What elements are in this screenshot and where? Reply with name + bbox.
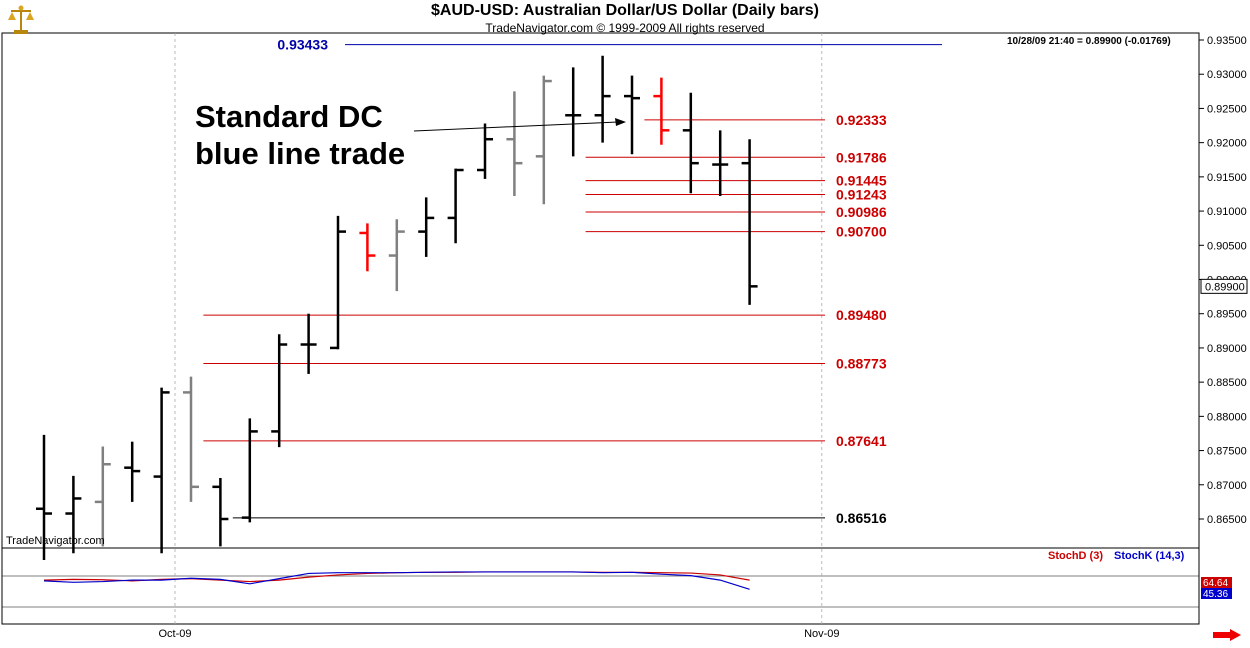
level-label: 0.90986 (836, 204, 887, 220)
y-tick-label: 0.93000 (1207, 69, 1247, 81)
stoch-d-value: 64.64 (1203, 578, 1228, 589)
ohlc-bar (682, 92, 699, 194)
ohlc-bar (741, 139, 758, 305)
annotation-text: Standard DC blue line trade (195, 98, 405, 172)
annotation-line-2: blue line trade (195, 136, 406, 171)
stoch-d-value-box (1201, 577, 1232, 588)
y-tick-label: 0.87500 (1207, 446, 1247, 458)
scales-logo-icon (6, 4, 36, 36)
price-status-readout: 10/28/09 21:40 = 0.89900 (-0.01769) (1007, 36, 1171, 47)
level-label: 0.91786 (836, 149, 887, 165)
y-tick-label: 0.91500 (1207, 172, 1247, 184)
y-tick-label: 0.92500 (1207, 103, 1247, 115)
ohlc-bar (94, 446, 111, 547)
ohlc-bar (36, 434, 52, 561)
ohlc-bar (124, 441, 141, 502)
annotation-arrow-head (615, 118, 626, 126)
y-tick-label: 0.88000 (1207, 411, 1247, 423)
blue-level-label: 0.93433 (277, 37, 328, 53)
y-tick-label: 0.87000 (1207, 480, 1247, 492)
right-arrow-icon[interactable] (1212, 628, 1242, 641)
ohlc-bar (535, 75, 552, 205)
y-tick-label: 0.89500 (1207, 309, 1247, 321)
ohlc-bar (153, 387, 170, 554)
y-tick-label: 0.90500 (1207, 240, 1247, 252)
ohlc-bar (212, 477, 229, 547)
date-tick-label: Oct-09 (158, 628, 191, 640)
y-tick-label: 0.93500 (1207, 35, 1247, 47)
y-tick-label: 0.89000 (1207, 343, 1247, 355)
ohlc-bar (506, 91, 523, 197)
ohlc-bar (65, 475, 82, 554)
last-price-label: 0.89900 (1205, 281, 1245, 293)
stoch-k-line (43, 571, 750, 590)
stoch-k-value-box (1201, 588, 1232, 599)
ohlc-bar (359, 223, 376, 272)
y-tick-label: 0.88500 (1207, 377, 1247, 389)
level-label: 0.90700 (836, 224, 887, 240)
ohlc-bar (271, 334, 288, 448)
ohlc-bar (447, 168, 464, 244)
chart-title: $AUD-USD: Australian Dollar/US Dollar (D… (431, 2, 819, 19)
y-tick-label: 0.91000 (1207, 206, 1247, 218)
ohlc-bar (388, 219, 405, 292)
level-label: 0.88773 (836, 355, 887, 371)
level-label: 0.86516 (836, 510, 887, 526)
legend-stoch-k: StochK (14,3) (1114, 550, 1185, 562)
ohlc-bar (418, 197, 435, 257)
y-tick-label: 0.92000 (1207, 138, 1247, 150)
ohlc-bar (183, 376, 199, 502)
date-tick-label: Nov-09 (804, 628, 839, 640)
ohlc-bar (624, 75, 640, 155)
annotation-line-1: Standard DC (195, 99, 383, 134)
ohlc-bar (300, 313, 317, 374)
ohlc-bar (241, 418, 258, 523)
ohlc-bar (594, 55, 611, 143)
level-label: 0.89480 (836, 307, 887, 323)
legend-stoch-d: StochD (3) (1048, 550, 1103, 562)
chart-subtitle: TradeNavigator.com © 1999-2009 All right… (485, 21, 765, 35)
ohlc-bar (712, 130, 729, 197)
level-label: 0.91243 (836, 186, 887, 202)
watermark-text: TradeNavigator.com (6, 535, 105, 547)
y-tick-label: 0.86500 (1207, 514, 1247, 526)
last-price-box (1200, 278, 1248, 294)
ohlc-bar (330, 215, 346, 350)
ohlc-bar (565, 67, 582, 157)
ohlc-bar (653, 77, 670, 145)
level-label: 0.87641 (836, 433, 887, 449)
ohlc-bar (477, 123, 493, 179)
level-label: 0.92333 (836, 112, 887, 128)
annotation-arrow-line (413, 121, 619, 132)
level-label: 0.91445 (836, 173, 887, 189)
stoch-k-value: 45.36 (1203, 589, 1228, 600)
